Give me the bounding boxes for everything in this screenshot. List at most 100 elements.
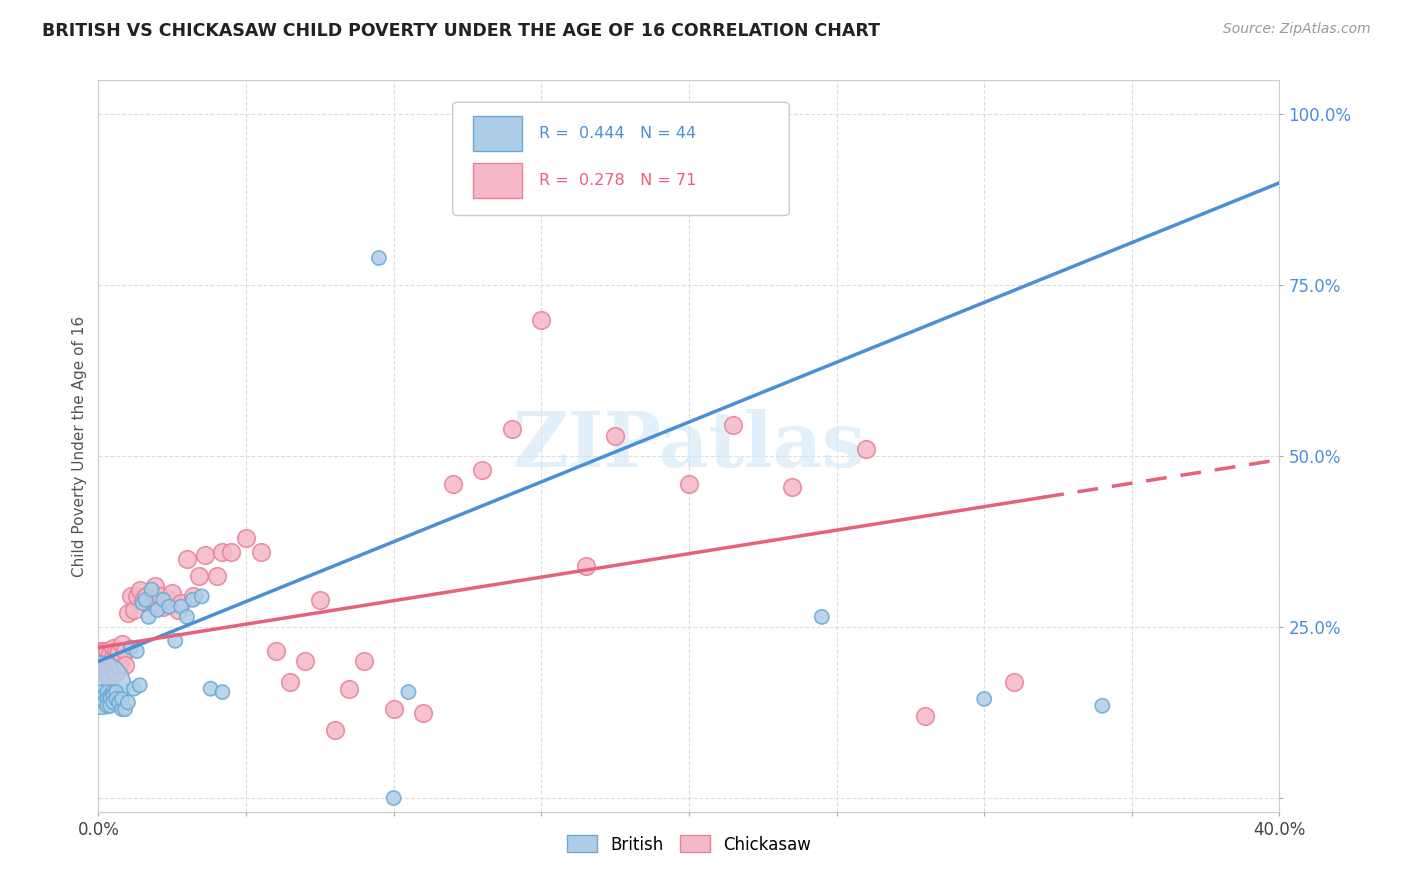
Point bbox=[105, 651, 128, 665]
Point bbox=[93, 689, 115, 703]
Point bbox=[368, 251, 391, 265]
Point bbox=[125, 644, 148, 658]
Point bbox=[157, 599, 180, 614]
Point bbox=[117, 695, 139, 709]
Text: R =  0.278   N = 71: R = 0.278 N = 71 bbox=[538, 173, 696, 188]
Point bbox=[128, 582, 150, 597]
Point bbox=[96, 644, 118, 658]
Point bbox=[855, 442, 877, 457]
Point bbox=[141, 596, 163, 610]
Point bbox=[90, 654, 112, 668]
Point bbox=[294, 654, 316, 668]
Point bbox=[1091, 698, 1114, 713]
Point bbox=[96, 692, 118, 706]
Point bbox=[90, 678, 112, 692]
Point bbox=[530, 312, 553, 326]
Point bbox=[914, 709, 936, 723]
Point bbox=[111, 692, 134, 706]
Point bbox=[111, 702, 134, 716]
Point bbox=[105, 665, 128, 679]
Point bbox=[353, 654, 375, 668]
Point bbox=[111, 637, 134, 651]
FancyBboxPatch shape bbox=[453, 103, 789, 216]
Point bbox=[103, 689, 125, 703]
Point bbox=[122, 603, 145, 617]
Point bbox=[93, 665, 115, 679]
Point bbox=[105, 692, 128, 706]
Point bbox=[167, 603, 190, 617]
Point bbox=[973, 692, 995, 706]
Point bbox=[105, 685, 128, 699]
Point bbox=[170, 596, 193, 610]
Point bbox=[132, 592, 155, 607]
Point bbox=[98, 648, 121, 662]
Legend: British, Chickasaw: British, Chickasaw bbox=[558, 827, 820, 862]
Point bbox=[250, 545, 273, 559]
Point bbox=[187, 569, 209, 583]
Point bbox=[96, 698, 118, 713]
Point bbox=[162, 586, 183, 600]
Point bbox=[114, 657, 136, 672]
Point bbox=[98, 689, 121, 703]
Point bbox=[191, 590, 214, 604]
Point bbox=[200, 681, 222, 696]
Point bbox=[152, 592, 174, 607]
Point bbox=[412, 706, 434, 720]
Point bbox=[181, 592, 204, 607]
Point bbox=[93, 695, 115, 709]
Point bbox=[157, 592, 180, 607]
Point bbox=[149, 590, 172, 604]
Point bbox=[138, 596, 160, 610]
Text: Source: ZipAtlas.com: Source: ZipAtlas.com bbox=[1223, 22, 1371, 37]
Point bbox=[471, 463, 494, 477]
Point bbox=[678, 476, 700, 491]
Point bbox=[128, 678, 150, 692]
Point bbox=[152, 599, 174, 614]
Point bbox=[211, 685, 233, 699]
Point bbox=[143, 579, 166, 593]
Point bbox=[146, 603, 169, 617]
Point bbox=[280, 674, 302, 689]
Point bbox=[441, 476, 464, 491]
Point bbox=[103, 685, 125, 699]
Point bbox=[105, 644, 128, 658]
Text: R =  0.444   N = 44: R = 0.444 N = 44 bbox=[538, 127, 696, 142]
Point bbox=[120, 590, 142, 604]
Point bbox=[339, 681, 361, 696]
Point bbox=[108, 644, 131, 658]
Point bbox=[98, 698, 121, 713]
Point bbox=[1002, 674, 1025, 689]
Point bbox=[138, 610, 160, 624]
Point bbox=[146, 596, 169, 610]
Point bbox=[111, 651, 134, 665]
Point bbox=[103, 657, 125, 672]
Point bbox=[98, 657, 121, 672]
Point bbox=[93, 651, 115, 665]
Point bbox=[382, 702, 405, 716]
Text: BRITISH VS CHICKASAW CHILD POVERTY UNDER THE AGE OF 16 CORRELATION CHART: BRITISH VS CHICKASAW CHILD POVERTY UNDER… bbox=[42, 22, 880, 40]
Point bbox=[165, 633, 187, 648]
Point bbox=[181, 590, 204, 604]
Point bbox=[170, 599, 193, 614]
Point bbox=[90, 657, 112, 672]
Point bbox=[382, 791, 405, 805]
Point bbox=[103, 640, 125, 655]
Point bbox=[122, 681, 145, 696]
Point bbox=[114, 644, 136, 658]
Point bbox=[108, 657, 131, 672]
Point bbox=[90, 685, 112, 699]
Point bbox=[176, 610, 198, 624]
Point bbox=[575, 558, 598, 573]
Point bbox=[125, 590, 148, 604]
Point bbox=[211, 545, 233, 559]
Point bbox=[221, 545, 243, 559]
Point bbox=[98, 672, 121, 686]
Point bbox=[93, 644, 115, 658]
Point bbox=[103, 651, 125, 665]
Point bbox=[135, 590, 157, 604]
Point bbox=[96, 654, 118, 668]
Point bbox=[723, 418, 745, 433]
Point bbox=[135, 592, 157, 607]
Text: ZIPatlas: ZIPatlas bbox=[512, 409, 866, 483]
Point bbox=[98, 692, 121, 706]
